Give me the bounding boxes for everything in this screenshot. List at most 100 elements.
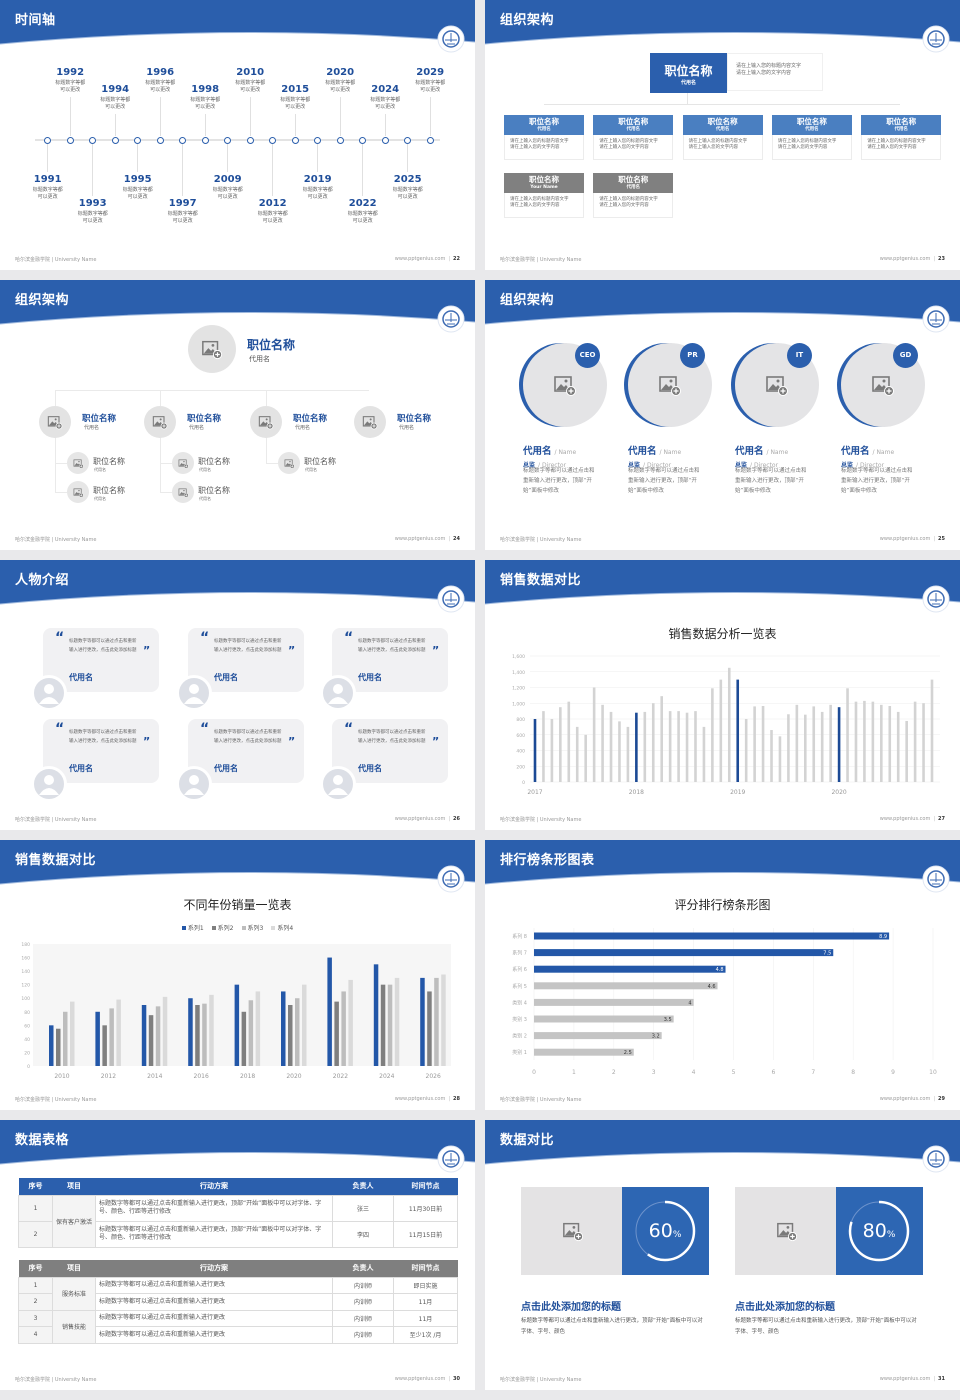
slide-org-circles[interactable]: 组织架构 哈尔滨金融学院 | University Name www.pptgeni… (0, 280, 475, 550)
slide-table[interactable]: 数据表格 哈尔滨金融学院 | University Name www.pptgeni… (0, 1120, 475, 1390)
avatar-small[interactable] (172, 452, 194, 474)
quote-card[interactable]: “ ” 标题数字等都可以通过点击和重新输入进行更改，点击此处添加标题 代用名 (43, 628, 159, 692)
footer-url[interactable]: www.pptgenius.com (879, 816, 931, 822)
table-row[interactable]: 2 标题数字等都可以通过点击和重新输入进行更改 内训师 11月 (18, 1293, 458, 1311)
logo-mark (930, 1153, 942, 1165)
avatar[interactable] (250, 406, 282, 438)
slide-timeline[interactable]: 时间轴 哈尔滨金融学院 | University Name www.pptgeniu… (0, 0, 475, 270)
footer-url[interactable]: www.pptgenius.com (879, 256, 931, 262)
position-sub: Your Name (530, 185, 558, 190)
bar (787, 714, 790, 782)
top-avatar[interactable] (188, 325, 236, 373)
timeline-node[interactable] (224, 136, 232, 144)
timeline-event: 1991 标题数字等都可以更改 (26, 174, 70, 201)
bar (803, 714, 807, 782)
avatar[interactable] (354, 406, 386, 438)
position-box[interactable]: 职位名称 代用名 请在上输入您的标题内容文字 请在上输入您的文字内容 (682, 115, 763, 160)
footer-url[interactable]: www.pptgenius.com (394, 816, 446, 822)
header-band (0, 840, 475, 885)
footer-url[interactable]: www.pptgenius.com (394, 536, 446, 542)
person-avatar[interactable] (320, 675, 356, 711)
quote-text: 标题数字等都可以通过点击和重新输入进行更改，点击此处添加标题 (214, 730, 282, 744)
position-desc: 请在上输入您的标题内容文字 请在上输入您的文字内容 (505, 135, 583, 155)
slide-ranking[interactable]: 排行榜条形图表 哈尔滨金融学院 | University Name www.pptg… (485, 840, 960, 1110)
person-avatar[interactable] (31, 766, 67, 802)
university-logo-icon (922, 865, 950, 893)
slide-people[interactable]: 人物介绍 哈尔滨金融学院 | University Name www.pptgeni… (0, 560, 475, 830)
member-name-line: 代用名 / Name (841, 439, 894, 458)
table-row[interactable]: 3 销售技能 标题数字等都可以通过点击和重新输入进行更改 内训师 11月 (18, 1309, 458, 1344)
timeline-node[interactable] (426, 136, 434, 144)
timeline-node[interactable] (291, 136, 299, 144)
timeline-node[interactable] (179, 136, 187, 144)
x-tick-label: 8 (851, 1069, 855, 1076)
footer-right: www.pptgenius.com | 24 (395, 536, 460, 542)
timeline-node[interactable] (66, 136, 74, 144)
slide-sales-monthly[interactable]: 销售数据对比 哈尔滨金融学院 | University Name www.pptge… (485, 560, 960, 830)
position-box[interactable]: 职位名称 代用名 请在上输入您的标题内容文字 请在上输入您的文字内容 (593, 173, 674, 218)
event-year: 2010 (236, 67, 265, 78)
timeline-node[interactable] (134, 136, 142, 144)
footer-url[interactable]: www.pptgenius.com (394, 1096, 446, 1102)
bar (567, 701, 571, 782)
footer-url[interactable]: www.pptgenius.com (879, 1096, 931, 1102)
footer-right: www.pptgenius.com | 25 (880, 536, 945, 542)
avatar[interactable] (144, 406, 176, 438)
avatar[interactable] (39, 406, 71, 438)
table-row[interactable]: 2 标题数字等都可以通过点击和重新输入进行更改，顶部“开始”面板中可以对字体、字号… (18, 1220, 458, 1248)
bar (109, 1008, 114, 1066)
table-row[interactable]: 1 服务标准 标题数字等都可以通过点击和重新输入进行更改 内训师 即日实施 (18, 1276, 458, 1311)
avatar-small[interactable] (67, 452, 89, 474)
plus (886, 388, 892, 394)
person-avatar[interactable] (320, 766, 356, 802)
timeline-node[interactable] (44, 136, 52, 144)
legend-label: 系列4 (277, 925, 294, 932)
table-row[interactable]: 1 保有客户激活 标题数字等都可以通过点击和重新输入进行更改，顶部“开始”面板中可以… (18, 1194, 458, 1248)
slide-sales-yearly[interactable]: 销售数据对比 哈尔滨金融学院 | University Name www.pptge… (0, 840, 475, 1110)
timeline-node[interactable] (201, 136, 209, 144)
footer-url[interactable]: www.pptgenius.com (394, 1376, 446, 1382)
avatar-small[interactable] (67, 481, 89, 503)
position-box[interactable]: 职位名称 Your Name 请在上输入您的标题内容文字 请在上输入您的文字内容 (504, 173, 584, 218)
cell-plan: 标题数字等都可以通过点击和重新输入进行更改 (95, 1309, 333, 1327)
card-heading[interactable]: 点击此处添加您的标题 (735, 1302, 835, 1313)
timeline-node[interactable] (314, 136, 322, 144)
timeline-node[interactable] (404, 136, 412, 144)
top-position-box[interactable]: 职位名称 代用名 (650, 53, 727, 93)
position-box[interactable]: 职位名称 代用名 请在上输入您的标题内容文字 请在上输入您的文字内容 (771, 115, 852, 160)
header-band (485, 560, 960, 605)
slide-compare[interactable]: 数据对比 哈尔滨金融学院 | University Name www.pptgeni… (485, 1120, 960, 1390)
bar (281, 991, 286, 1066)
position-box[interactable]: 职位名称 代用名 请在上输入您的标题内容文字 请在上输入您的文字内容 (861, 115, 942, 160)
footer-url[interactable]: www.pptgenius.com (394, 256, 446, 262)
timeline-node[interactable] (359, 136, 367, 144)
timeline-node[interactable] (336, 136, 344, 144)
category-label: 类别 2 (512, 1033, 527, 1040)
timeline-node[interactable] (111, 136, 119, 144)
table-row[interactable]: 4 标题数字等都可以通过点击和重新输入进行更改 内训师 至少1次 /月 (18, 1326, 458, 1344)
slide-org-boxes[interactable]: 组织架构 哈尔滨金融学院 | University Name www.pptgeni… (485, 0, 960, 270)
avatar-small[interactable] (172, 481, 194, 503)
person-avatar[interactable] (176, 766, 212, 802)
timeline-node[interactable] (269, 136, 277, 144)
bar (534, 982, 718, 990)
image-placeholder-icon (152, 416, 168, 430)
timeline-node[interactable] (246, 136, 254, 144)
timeline-node[interactable] (156, 136, 164, 144)
cell-deadline: 11月 (393, 1309, 458, 1327)
timeline-node[interactable] (381, 136, 389, 144)
percent-value: 80% (849, 1220, 909, 1242)
footer-url[interactable]: www.pptgenius.com (879, 536, 931, 542)
timeline-node[interactable] (89, 136, 97, 144)
connector-line (137, 144, 139, 172)
position-box[interactable]: 职位名称 代用名 请在上输入您的标题内容文字 请在上输入您的文字内容 (593, 115, 674, 160)
position-box[interactable]: 职位名称 代用名 请在上输入您的标题内容文字 请在上输入您的文字内容 (504, 115, 584, 160)
slide-team[interactable]: 组织架构 哈尔滨金融学院 | University Name www.pptgeni… (485, 280, 960, 550)
image-placeholder[interactable] (735, 1187, 836, 1275)
person-avatar[interactable] (31, 675, 67, 711)
footer-url[interactable]: www.pptgenius.com (879, 1376, 931, 1382)
person-avatar[interactable] (176, 675, 212, 711)
avatar-small[interactable] (278, 452, 300, 474)
card-heading[interactable]: 点击此处添加您的标题 (521, 1302, 621, 1313)
image-placeholder[interactable] (521, 1187, 622, 1275)
